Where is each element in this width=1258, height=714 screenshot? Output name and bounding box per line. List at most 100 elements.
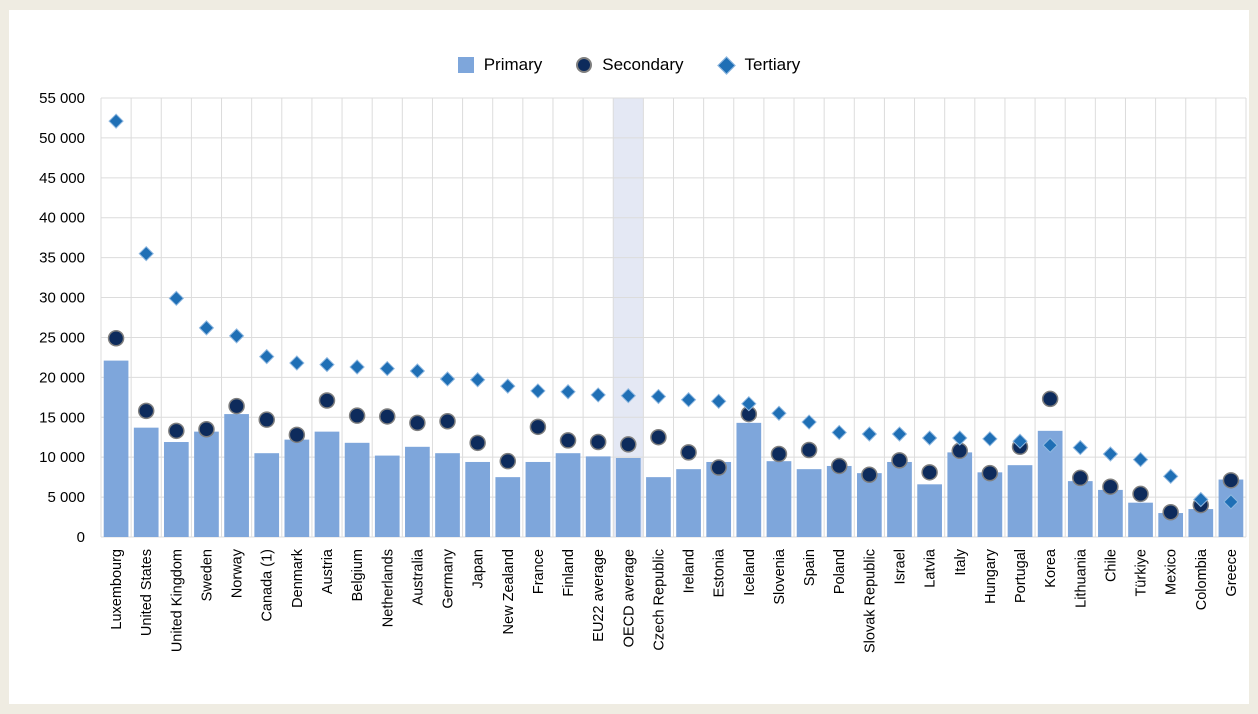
y-tick-label: 50 000	[39, 130, 85, 147]
marker-tertiary	[168, 290, 185, 307]
primary-swatch	[457, 57, 474, 73]
bar-primary	[284, 439, 310, 537]
x-tick-label: Mexico	[1164, 549, 1180, 595]
bar-primary	[133, 427, 159, 537]
chart-plot: 0 5 000 10 000 15 000 20 000 25 000 30 000 35 0…	[39, 90, 1247, 653]
marker-secondary	[589, 433, 607, 451]
bar-primary	[103, 360, 129, 537]
marker-tertiary	[319, 356, 335, 373]
marker-tertiary	[620, 388, 637, 404]
marker-tertiary	[1223, 494, 1239, 510]
marker-secondary	[258, 411, 275, 428]
bar-primary	[766, 461, 792, 537]
marker-secondary	[409, 414, 426, 432]
marker-tertiary	[650, 388, 667, 405]
marker-tertiary	[500, 378, 516, 394]
marker-tertiary	[952, 430, 968, 446]
marker-secondary	[921, 464, 938, 481]
y-tick-label: 35 000	[39, 250, 85, 267]
bar-primary	[525, 461, 551, 537]
marker-secondary	[710, 459, 727, 476]
y-tick-label: 30 000	[39, 290, 85, 307]
x-tick-label: EU22 average	[591, 549, 607, 642]
marker-secondary	[1162, 504, 1179, 521]
marker-tertiary	[741, 395, 757, 412]
bar-primary	[405, 446, 430, 537]
bar-primary	[374, 455, 400, 537]
marker-secondary	[620, 436, 637, 453]
marker-secondary	[830, 457, 848, 475]
marker-tertiary	[1132, 451, 1149, 468]
legend-label-secondary: Secondary	[602, 55, 684, 74]
bar-primary	[676, 469, 701, 537]
marker-tertiary	[259, 348, 275, 365]
chart-panel: Primary Secondary Tertiary 0 5 000 10 000 1…	[9, 10, 1249, 704]
x-tick-label: Estonia	[712, 548, 728, 597]
marker-secondary	[680, 444, 697, 461]
marker-secondary	[861, 466, 878, 483]
bar-primary	[555, 453, 581, 537]
legend-label-tertiary: Tertiary	[744, 55, 801, 74]
marker-secondary	[439, 413, 456, 430]
legend-item-tertiary[interactable]: Tertiary	[716, 55, 801, 75]
x-tick-label: Lithuania	[1073, 548, 1089, 608]
y-tick-label: 25 000	[39, 329, 85, 346]
x-tick-label: Türkiye	[1134, 549, 1150, 597]
marker-tertiary	[439, 371, 456, 387]
marker-secondary	[288, 426, 306, 444]
y-tick-label: 55 000	[39, 90, 85, 107]
legend-item-secondary[interactable]: Secondary	[576, 55, 684, 75]
marker-tertiary	[228, 328, 245, 344]
marker-tertiary	[289, 355, 305, 371]
x-tick-label: Colombia	[1194, 548, 1210, 610]
x-tick-label: Finland	[561, 549, 577, 597]
x-tick-label: Korea	[1043, 548, 1059, 588]
x-tick-label: Ireland	[682, 549, 698, 593]
marker-secondary	[1132, 485, 1149, 503]
x-tick-label: Czech Republic	[651, 549, 667, 651]
marker-secondary	[1102, 478, 1119, 495]
bar-primary	[1067, 481, 1093, 537]
bar-primary	[1098, 489, 1123, 537]
marker-tertiary	[138, 245, 154, 262]
marker-secondary	[891, 452, 908, 469]
y-tick-label: 45 000	[39, 170, 85, 187]
x-tick-label: Chile	[1103, 549, 1119, 582]
x-tick-label: United States	[139, 549, 155, 636]
marker-tertiary	[801, 414, 817, 430]
x-tick-label: Latvia	[923, 548, 939, 588]
marker-secondary	[318, 392, 336, 409]
marker-tertiary	[1162, 468, 1179, 485]
bar-primary	[1128, 502, 1153, 537]
marker-tertiary	[530, 383, 546, 399]
legend-item-primary[interactable]: Primary	[457, 55, 543, 75]
chart-legend: Primary Secondary Tertiary	[9, 53, 1249, 77]
x-tick-label: France	[531, 549, 547, 594]
marker-secondary	[469, 434, 486, 452]
bar-primary	[465, 461, 490, 537]
marker-tertiary	[1072, 439, 1088, 456]
marker-secondary	[770, 445, 788, 463]
x-tick-label: Slovenia	[772, 548, 788, 605]
legend-label-primary: Primary	[483, 55, 543, 74]
x-tick-label: Spain	[802, 549, 818, 586]
x-tick-label: Belgium	[350, 549, 366, 601]
x-tick-label: Poland	[832, 549, 848, 594]
marker-tertiary	[1012, 433, 1028, 449]
marker-tertiary	[891, 426, 908, 442]
y-tick-label: 0	[77, 529, 85, 546]
bar-primary	[194, 431, 219, 537]
marker-secondary	[348, 407, 366, 424]
y-tick-label: 15 000	[39, 409, 85, 426]
marker-tertiary	[982, 431, 998, 447]
bar-primary	[254, 453, 280, 537]
x-tick-label: Germany	[441, 548, 457, 608]
x-tick-label: Sweden	[199, 549, 215, 601]
x-tick-label: Canada (1)	[260, 549, 276, 622]
marker-tertiary	[861, 426, 878, 442]
bar-primary	[495, 477, 521, 537]
marker-tertiary	[560, 384, 576, 400]
bar-primary	[857, 473, 882, 537]
x-tick-label: Israel	[892, 549, 908, 584]
bar-primary	[736, 422, 762, 537]
